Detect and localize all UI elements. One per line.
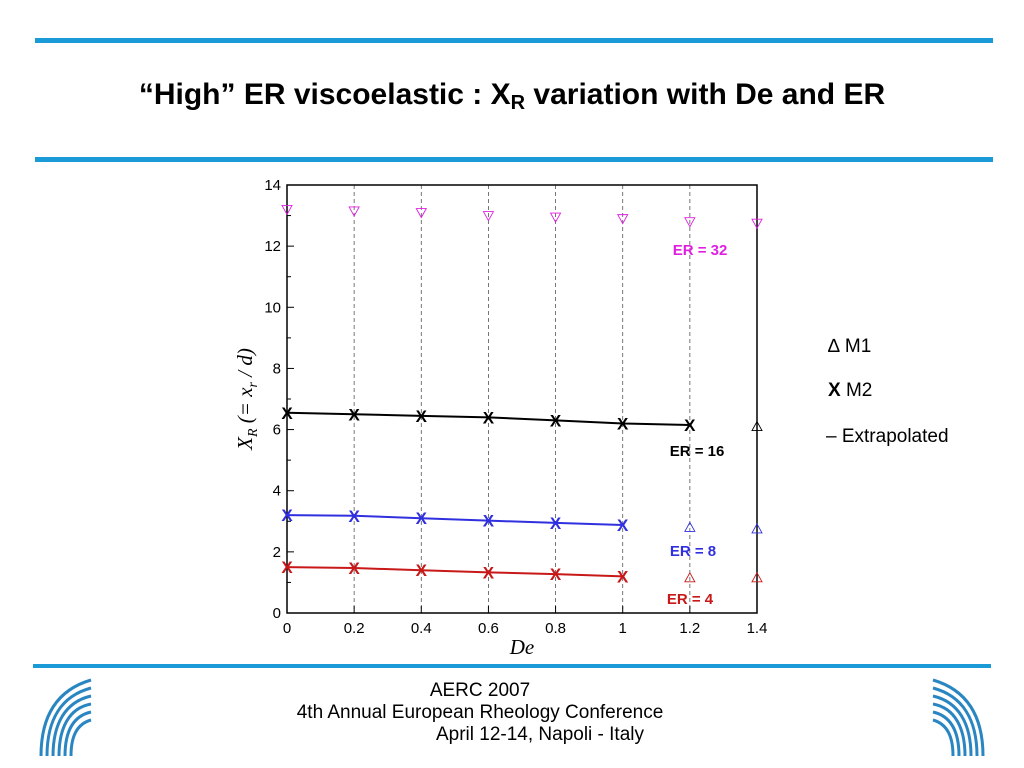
y-tick-label: 8 <box>273 360 281 377</box>
fit-line <box>286 514 623 526</box>
series-label: ER = 8 <box>670 543 716 560</box>
m2-cross-point: X <box>416 509 428 528</box>
m2-cross-point: X <box>281 404 293 423</box>
m2-cross-point: X <box>348 405 360 424</box>
m2-cross-point: X <box>550 411 562 430</box>
fit-line <box>286 411 690 426</box>
m2-cross-point: X <box>617 414 629 433</box>
m2-cross-point: X <box>483 408 495 427</box>
m2-cross-point: X <box>617 516 629 535</box>
m1-triangle-point <box>684 571 696 583</box>
footer-line-2: 4th Annual European Rheology Conference <box>296 702 664 723</box>
y-tick-label: 10 <box>264 299 281 316</box>
y-tick-label: 2 <box>273 544 281 561</box>
m1-triangle-point <box>751 218 763 230</box>
chart-labels: ER = 32 ER = 16 ER = 8 ER = 4 <box>667 242 727 608</box>
series-label: ER = 16 <box>670 443 725 460</box>
footer-rule <box>33 664 991 668</box>
m1-triangle-point <box>549 212 562 224</box>
legend-extrapolated: – Extrapolated <box>826 426 949 447</box>
conference-logo-left-icon <box>39 678 92 757</box>
svg-text:XR (= xr / d): XR (= xr / d) <box>233 348 261 451</box>
footer-line-3: April 12-14, Napoli - Italy <box>435 724 645 745</box>
x-tick-label: 1 <box>619 620 627 637</box>
m1-triangle-point <box>616 214 629 225</box>
y-tick-label: 12 <box>264 238 281 255</box>
series-label: ER = 32 <box>673 242 728 259</box>
y-tick-label: 14 <box>264 177 281 194</box>
m1-triangle-point <box>751 420 763 431</box>
cross-icon: X <box>828 380 841 401</box>
x-tick-label: 0.8 <box>545 620 566 637</box>
x-tick-label: 0.4 <box>411 620 432 637</box>
m2-cross-point: X <box>281 558 293 577</box>
axes: 0 0.2 0.4 0.6 0.8 1 1.2 1.4 0 2 4 6 8 10 12 14 <box>264 177 767 637</box>
m2-cross-point: X <box>483 563 495 582</box>
m1-triangle-point <box>281 205 293 216</box>
m2-cross-point: X <box>416 561 428 580</box>
y-tick-label: 4 <box>273 483 281 500</box>
m1-triangle-point <box>684 521 696 532</box>
x-tick-label: 0.2 <box>344 620 365 637</box>
m2-cross-point: X <box>684 416 696 435</box>
legend-m1: ∆ M1 <box>828 336 872 357</box>
series-label: ER = 4 <box>667 591 714 608</box>
footer-line-1: AERC 2007 <box>429 680 531 701</box>
top-rule <box>35 38 993 43</box>
m1-triangle-point <box>348 206 360 217</box>
y-axis-title: XR (= xr / d) <box>233 348 261 451</box>
y-tick-label: 6 <box>273 422 281 439</box>
title-underline-rule <box>35 157 993 162</box>
conference-logo-right-icon <box>932 678 985 757</box>
footer: AERC 2007 4th Annual European Rheology C… <box>230 680 730 746</box>
series: X X X X X X X X X X X X X X X X X X X <box>281 205 763 586</box>
fit-line <box>286 566 623 578</box>
x-axis-title: De <box>509 635 535 659</box>
slide-title: “High” ER viscoelastic : XR variation wi… <box>138 78 886 114</box>
m2-cross-point: X <box>348 507 360 526</box>
m1-triangle-point <box>684 217 696 228</box>
m1-triangle-point <box>751 571 763 583</box>
m2-cross-point: X <box>550 514 562 533</box>
y-tick-label: 0 <box>273 605 281 622</box>
m2-cross-point: X <box>281 506 293 525</box>
x-tick-label: 1.2 <box>679 620 700 637</box>
m2-cross-point: X <box>550 565 562 584</box>
m2-cross-point: X <box>348 559 360 578</box>
m1-triangle-point <box>415 208 428 219</box>
m2-cross-point: X <box>416 407 428 426</box>
triangle-icon: ∆ <box>828 336 840 357</box>
m1-triangle-point <box>751 523 763 534</box>
m2-cross-point: X <box>483 512 495 531</box>
x-tick-label: 0 <box>283 620 291 637</box>
legend-m2: X M2 <box>828 380 873 401</box>
m1-triangle-point <box>482 211 495 222</box>
x-tick-label: 0.6 <box>478 620 499 637</box>
m2-cross-point: X <box>617 567 629 586</box>
x-tick-label: 1.4 <box>747 620 768 637</box>
